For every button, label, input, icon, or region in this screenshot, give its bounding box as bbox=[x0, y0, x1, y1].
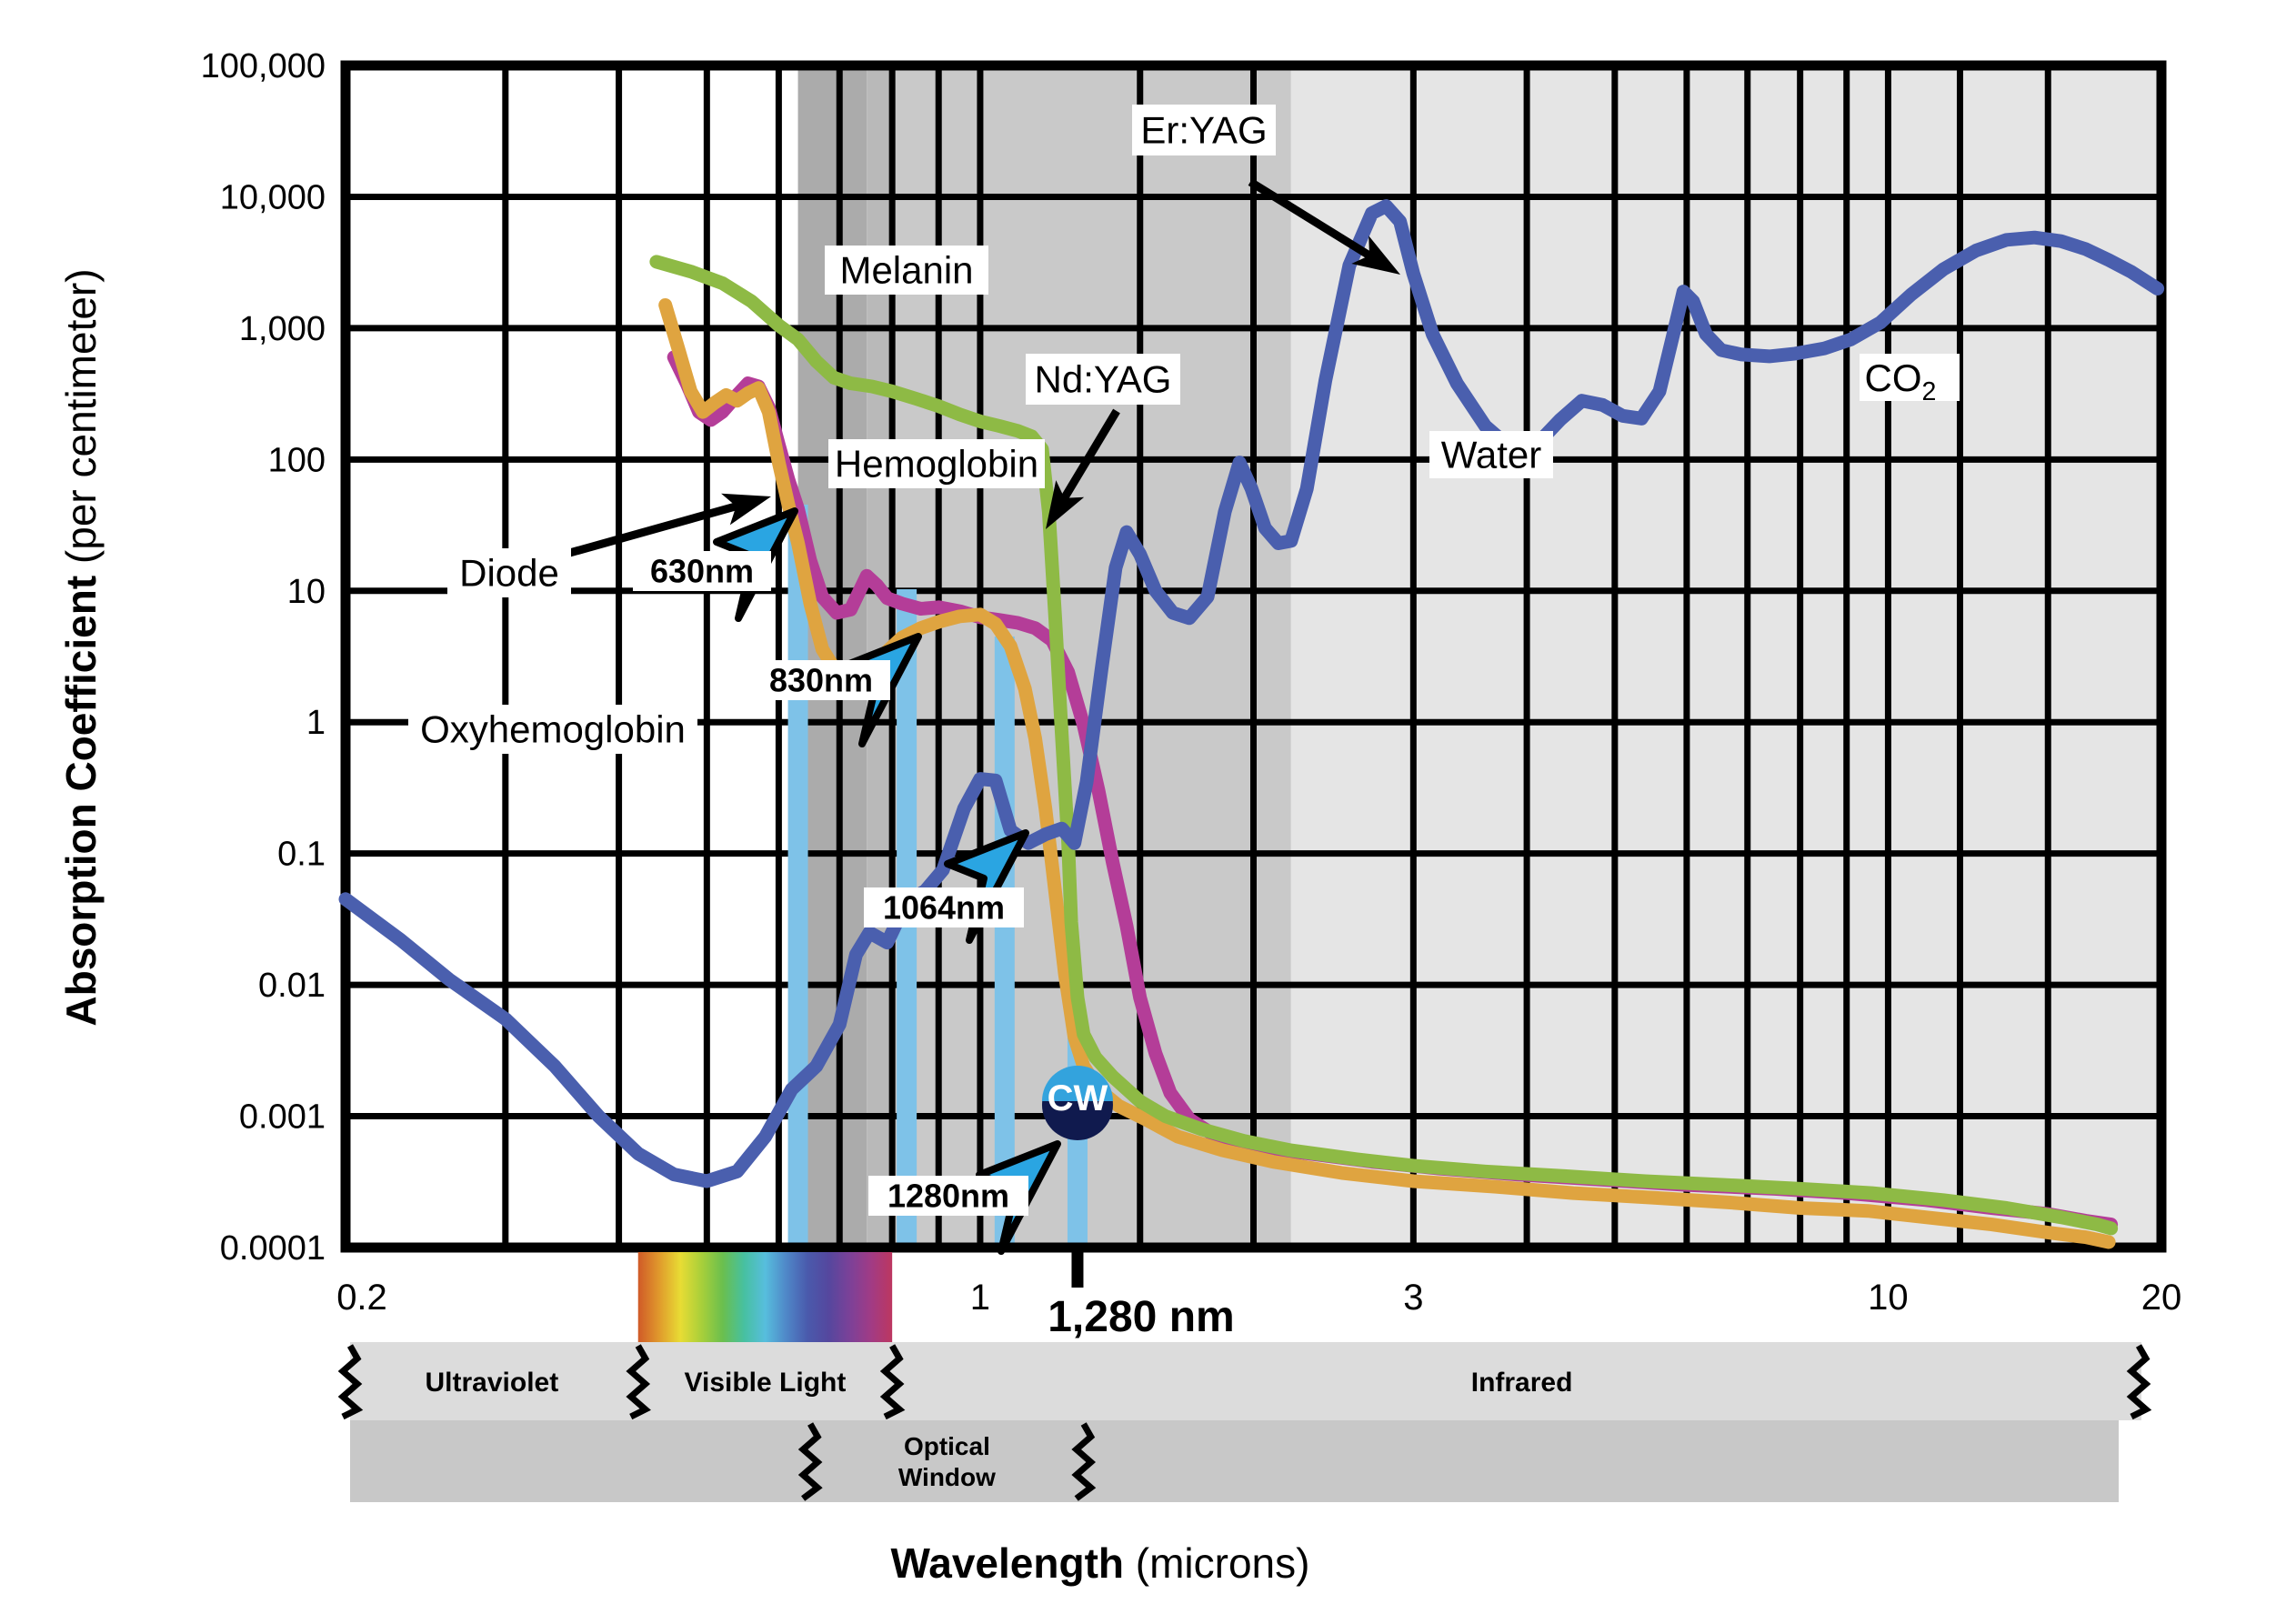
co2-label: CO2 bbox=[1865, 356, 1937, 406]
y-tick-0.001: 0.001 bbox=[239, 1098, 326, 1137]
zigzag-separator bbox=[2126, 1344, 2152, 1420]
x-tick-0.2: 0.2 bbox=[336, 1278, 387, 1318]
y-tick-0.0001: 0.0001 bbox=[220, 1229, 326, 1268]
hemoglobin-label-box bbox=[828, 439, 1045, 488]
water-label-box bbox=[1429, 431, 1553, 478]
visible-light-rainbow bbox=[637, 1252, 893, 1342]
x-axis-ticks: 0.2 1 3 10 20 1,280 nm bbox=[336, 1248, 2181, 1341]
spectrum-bands: Ultraviolet Visible Light Infrared Optical W… bbox=[337, 1252, 2152, 1502]
bg-band bbox=[346, 65, 798, 1248]
cw-circle-top bbox=[1041, 1066, 1113, 1101]
nd-yag-arrow bbox=[1055, 408, 1120, 510]
1280nm-label: 1280nm bbox=[887, 1178, 1009, 1215]
cw-text: CW bbox=[1048, 1078, 1108, 1118]
nd-yag-arrow-head bbox=[1046, 480, 1085, 529]
band-label-visible-light: Visible Light bbox=[685, 1368, 847, 1398]
melanin-label-box bbox=[825, 246, 988, 295]
630nm-label: 630nm bbox=[650, 553, 754, 590]
630nm-label-box bbox=[633, 551, 771, 591]
y-tick-1: 1 bbox=[306, 704, 326, 742]
y-tick-1,000: 1,000 bbox=[239, 310, 326, 348]
y-tick-10,000: 10,000 bbox=[220, 178, 326, 216]
plot-border bbox=[340, 60, 2167, 1253]
x-axis-title: Wavelength (microns) bbox=[891, 1539, 1310, 1587]
diode-label: Diode bbox=[459, 552, 559, 595]
nd-yag-label: Nd:YAG bbox=[1035, 358, 1172, 401]
zigzag-separator bbox=[337, 1344, 364, 1420]
curve-and-laser-labels: Melanin Hemoglobin Oxyhemoglobin Water Er:YA… bbox=[408, 105, 1960, 1216]
y-tick-10: 10 bbox=[287, 573, 326, 611]
y-tick-100: 100 bbox=[268, 441, 326, 479]
zigzag-separator bbox=[626, 1344, 651, 1420]
y-axis-title: Absorption Coefficient (per centimeter) bbox=[57, 268, 105, 1026]
band-label-optical: Optical bbox=[904, 1432, 990, 1460]
er-yag-arrow-head bbox=[1351, 236, 1400, 275]
curve-melanin bbox=[649, 255, 2119, 1236]
laser-bar-1064nm bbox=[994, 637, 1015, 1248]
830nm-label-box bbox=[752, 660, 890, 700]
zigzag-separator bbox=[879, 1344, 906, 1420]
oxyhemoglobin-label: Oxyhemoglobin bbox=[420, 708, 686, 751]
curve-oxyhemoglobin bbox=[658, 298, 2116, 1249]
y-tick-100,000: 100,000 bbox=[201, 47, 326, 85]
x-tick-20: 20 bbox=[2141, 1278, 2182, 1318]
band-label-infrared: Infrared bbox=[1471, 1368, 1573, 1398]
band-label-window: Window bbox=[898, 1463, 996, 1491]
zigzag-separator bbox=[797, 1422, 823, 1501]
axis-titles: Absorption Coefficient (per centimeter) W… bbox=[57, 268, 1309, 1587]
bg-band bbox=[1290, 65, 2161, 1248]
er-yag-arrow bbox=[1248, 178, 1381, 266]
cw-marker: CW bbox=[1041, 1066, 1113, 1140]
y-tick-0.1: 0.1 bbox=[277, 836, 326, 874]
x-tick-10: 10 bbox=[1868, 1278, 1909, 1318]
laser-bar-630nm bbox=[787, 505, 808, 1248]
y-tick-0.01: 0.01 bbox=[258, 967, 326, 1005]
band-row2 bbox=[350, 1420, 2119, 1502]
diode-arrow bbox=[542, 499, 748, 565]
1280nm-label-box bbox=[868, 1176, 1028, 1216]
nd-yag-label-box bbox=[1026, 354, 1180, 405]
gridlines bbox=[346, 62, 2161, 1251]
curves bbox=[338, 199, 2165, 1249]
diode-label-box bbox=[447, 548, 571, 597]
830nm-label: 830nm bbox=[769, 662, 873, 699]
x-tick-1: 1 bbox=[970, 1278, 990, 1318]
co2-label-box bbox=[1860, 354, 1960, 401]
melanin-label: Melanin bbox=[839, 249, 973, 292]
er-yag-label-box bbox=[1132, 105, 1276, 155]
annotation-arrows bbox=[542, 178, 1400, 565]
curve-water bbox=[338, 199, 2165, 1188]
water-label: Water bbox=[1441, 434, 1541, 476]
band-row1 bbox=[350, 1342, 2141, 1420]
hemoglobin-label: Hemoglobin bbox=[835, 443, 1038, 486]
er-yag-label: Er:YAG bbox=[1140, 109, 1267, 152]
x-tick-3: 3 bbox=[1403, 1278, 1423, 1318]
1064nm-label: 1064nm bbox=[883, 889, 1005, 927]
diode-arrow-head bbox=[721, 493, 771, 526]
zigzag-separator bbox=[1071, 1422, 1097, 1501]
special-tick-label: 1,280 nm bbox=[1048, 1293, 1234, 1341]
1064nm-label-box bbox=[864, 887, 1024, 927]
band-label-ultraviolet: Ultraviolet bbox=[426, 1368, 559, 1398]
y-axis-ticks: 100,000 10,000 1,000 100 10 1 0.1 0.01 0.001 0.00… bbox=[201, 47, 326, 1268]
oxyhemoglobin-label-box bbox=[408, 705, 697, 754]
